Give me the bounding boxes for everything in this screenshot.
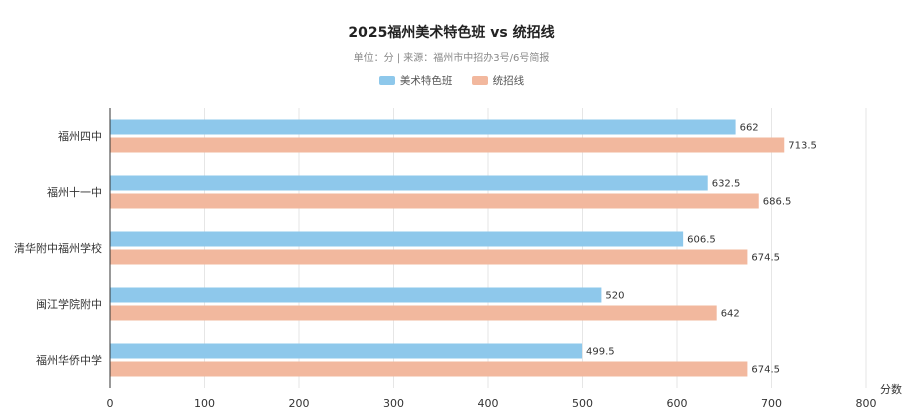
bar-series-1-cat-3 [110,305,717,321]
data-label-series-0-cat-1: 632.5 [712,179,741,190]
x-tick-label-6: 600 [667,397,688,410]
legend-swatch-series-1 [471,76,488,85]
x-tick-label-4: 400 [478,397,499,410]
x-tick-label-8: 800 [856,397,877,410]
x-tick-label-0: 0 [107,397,114,410]
bar-series-0-cat-1 [110,175,708,191]
data-label-series-0-cat-4: 499.5 [586,347,615,358]
bar-series-0-cat-4 [110,343,583,359]
x-axis-unit-label: 分数 [880,383,902,396]
x-tick-label-5: 500 [572,397,593,410]
chart-subtitle: 单位：分 | 来源：福州市中招办3号/6号简报 [353,53,550,64]
legend-swatch-series-0 [378,76,395,85]
legend-item-series-0[interactable]: 美术特色班 [378,73,453,88]
category-label-0: 福州四中 [58,129,102,143]
data-label-series-0-cat-0: 662 [740,123,759,134]
bar-layer [110,119,785,377]
bar-series-1-cat-4 [110,361,748,377]
data-label-series-0-cat-2: 606.5 [687,235,716,246]
category-label-4: 福州华侨中学 [36,353,102,367]
label-layer: 0 100 200 300 400 500 600 700 800 福州四中 662 713.5 福州十… [14,123,877,411]
x-tick-label-1: 100 [194,397,215,410]
bar-series-0-cat-2 [110,231,684,247]
legend-item-series-1[interactable]: 统招线 [471,73,525,88]
bar-series-1-cat-0 [110,137,785,153]
data-label-series-1-cat-1: 686.5 [763,197,792,208]
bar-series-0-cat-3 [110,287,602,303]
data-label-series-1-cat-0: 713.5 [788,141,817,152]
data-label-series-1-cat-3: 642 [721,309,740,320]
x-tick-label-3: 300 [383,397,404,410]
x-tick-label-2: 200 [289,397,310,410]
category-label-1: 福州十一中 [47,185,102,199]
legend-label-series-1: 统招线 [492,75,525,87]
grid-layer [204,108,867,388]
data-label-series-1-cat-2: 674.5 [751,253,780,264]
x-tick-label-7: 700 [761,397,782,410]
bar-series-0-cat-0 [110,119,736,135]
chart-title: 2025福州美术特色班 vs 统招线 [348,25,555,41]
data-label-series-1-cat-4: 674.5 [751,365,780,376]
bar-series-1-cat-2 [110,249,748,265]
bar-series-1-cat-1 [110,193,759,209]
data-label-series-0-cat-3: 520 [605,291,624,302]
legend-label-series-0: 美术特色班 [399,75,453,87]
legend: 美术特色班 统招线 [0,73,903,88]
category-label-2: 清华附中福州学校 [14,241,102,255]
category-label-3: 闽江学院附中 [36,297,102,311]
